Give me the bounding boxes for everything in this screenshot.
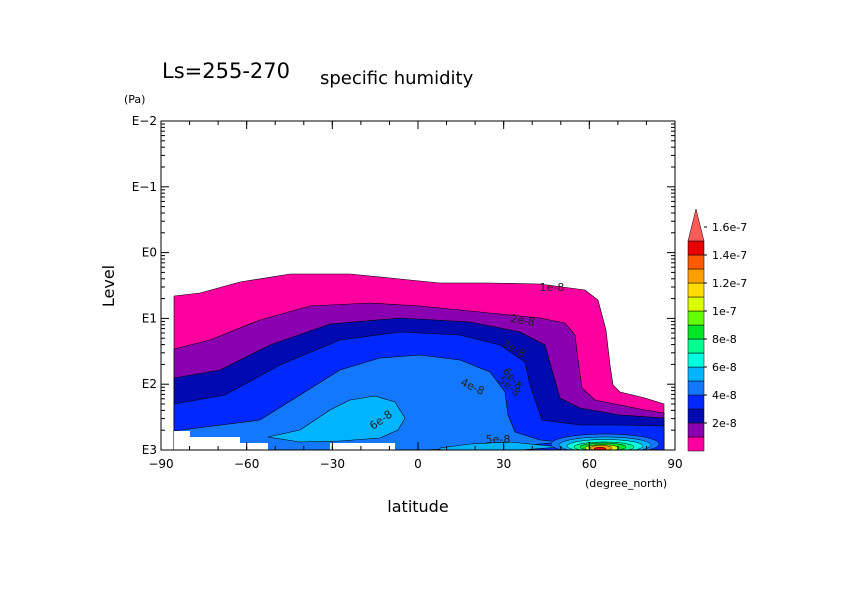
chart-subtitle: specific humidity: [320, 68, 474, 89]
colorbar-cell: [687, 268, 705, 284]
colorbar-label: 2e-8: [712, 417, 737, 430]
chart-title: Ls=255-270: [162, 59, 290, 83]
colorbar-extend-arrow: [687, 208, 705, 242]
colorbar-cell: [687, 254, 705, 270]
contour-band-bottom-strip: [439, 441, 561, 450]
y-tick-label: E−2: [132, 114, 157, 128]
colorbar-label: 1e-7: [712, 305, 737, 318]
colorbar-cell: [687, 408, 705, 424]
surface-mask-2: [330, 443, 395, 450]
contour-fill: [173, 273, 665, 450]
colorbar-label: 1.6e-7: [712, 221, 747, 234]
colorbar-label: 6e-8: [712, 361, 737, 374]
surface-maximum: [550, 433, 660, 450]
colorbar-cell: [687, 352, 705, 368]
colorbar-label: 1.2e-7: [712, 277, 747, 290]
contour-label: 5e-8: [486, 433, 511, 446]
contour-band-inner: [267, 395, 406, 443]
y-tick-labels: E3 E2 E1 E0 E−1 E−2: [132, 114, 157, 457]
x-axis-label: latitude: [387, 497, 448, 516]
colorbar-cell: [687, 240, 705, 256]
x-tick-label: 30: [496, 457, 511, 471]
y-tick-label: E−1: [132, 180, 157, 194]
x-tick-label: −60: [234, 457, 259, 471]
y-axis-label: Level: [99, 265, 118, 307]
x-tick-label: −30: [320, 457, 345, 471]
y-tick-label: E0: [142, 246, 157, 260]
contour-label: 2e-8: [509, 312, 536, 329]
colorbar-cell: [687, 310, 705, 326]
colorbar-cell: [687, 296, 705, 312]
colorbar-cell: [687, 338, 705, 354]
colorbar-label: 4e-8: [712, 389, 737, 402]
x-axis-unit: (degree_north): [585, 477, 667, 490]
contour-label: 1e-8: [540, 281, 565, 294]
colorbar-cell: [687, 394, 705, 410]
colorbar-cell: [687, 436, 705, 452]
y-axis-unit: (Pa): [124, 93, 145, 106]
x-tick-labels: −90 −60 −30 0 30 60 90: [148, 457, 682, 471]
surface-mask: [174, 431, 268, 450]
colorbar-cell: [687, 422, 705, 438]
colorbar-label: 8e-8: [712, 333, 737, 346]
x-tick-label: 90: [667, 457, 682, 471]
y-tick-label: E2: [142, 377, 157, 391]
x-tick-label: 0: [414, 457, 422, 471]
axis-ticks: [160, 120, 676, 451]
colorbar-cell: [687, 366, 705, 382]
colorbar: 2e-8 4e-8 6e-8 8e-8 1e-7 1.2e-7 1.4e-7 1.6e-7: [687, 208, 747, 452]
colorbar-label: 1.4e-7: [712, 249, 747, 262]
x-tick-label: −90: [148, 457, 173, 471]
y-tick-label: E3: [142, 443, 157, 457]
colorbar-cell: [687, 380, 705, 396]
colorbar-cell: [687, 324, 705, 340]
y-tick-label: E1: [142, 311, 157, 325]
colorbar-cell: [687, 282, 705, 298]
x-tick-label: 60: [582, 457, 597, 471]
